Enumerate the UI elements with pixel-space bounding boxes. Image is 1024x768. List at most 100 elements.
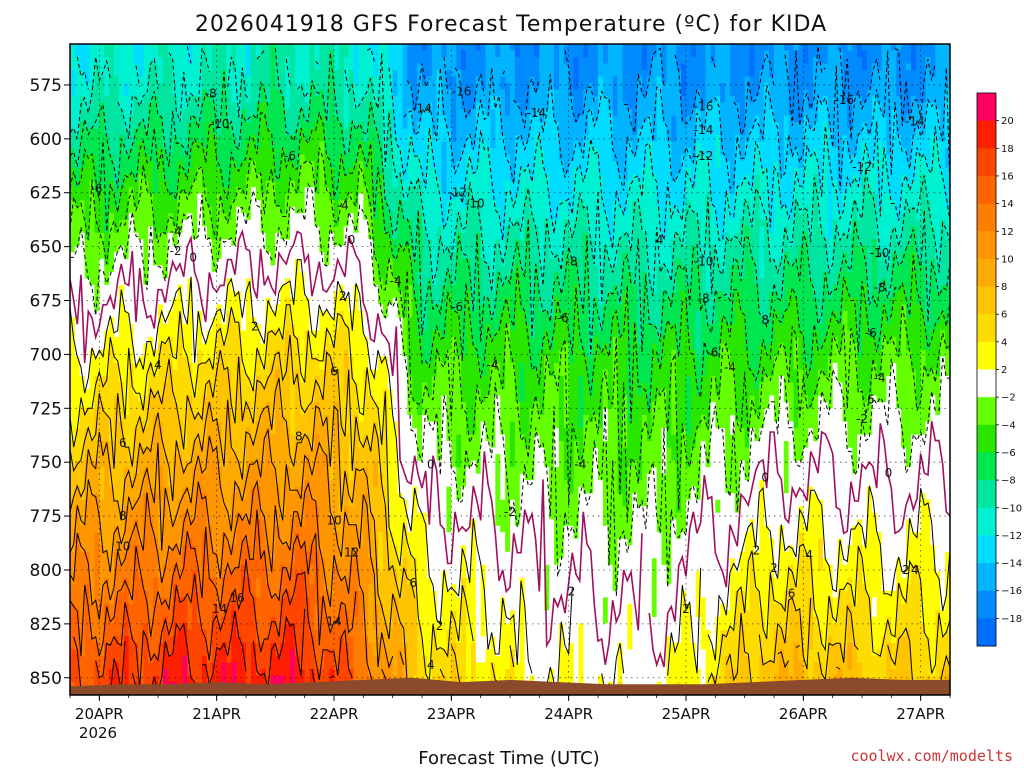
fill-cell bbox=[231, 44, 237, 71]
fill-cell bbox=[725, 323, 731, 351]
fill-cell bbox=[500, 44, 506, 78]
fill-cell bbox=[118, 590, 125, 644]
fill-cell bbox=[275, 525, 281, 598]
fill-cell bbox=[226, 122, 232, 188]
fill-cell bbox=[847, 545, 853, 579]
fill-cell bbox=[456, 161, 462, 188]
fill-cell bbox=[221, 616, 228, 644]
fill-cell bbox=[544, 219, 550, 312]
fill-cell bbox=[417, 336, 423, 416]
fill-cell bbox=[862, 434, 868, 546]
fill-cell bbox=[534, 44, 540, 58]
isotherm-line bbox=[70, 111, 950, 424]
fill-cell bbox=[114, 336, 120, 364]
fill-cell bbox=[876, 291, 883, 351]
fill-cell bbox=[197, 310, 203, 351]
fill-cell bbox=[231, 135, 237, 162]
contour-label: -6 bbox=[706, 345, 718, 359]
fill-cell bbox=[153, 395, 159, 416]
fill-cell bbox=[109, 343, 115, 442]
fill-cell bbox=[255, 421, 262, 462]
fill-cell bbox=[852, 603, 858, 644]
fill-cell bbox=[353, 161, 360, 208]
fill-cell bbox=[710, 206, 716, 247]
fill-cell bbox=[886, 590, 892, 618]
fill-cell bbox=[70, 603, 76, 651]
fill-cell bbox=[803, 115, 809, 162]
contour-label: -6 bbox=[90, 181, 102, 195]
fill-cell bbox=[539, 284, 545, 312]
temperature-contour-lines bbox=[70, 46, 950, 695]
fill-cell bbox=[793, 148, 800, 169]
fill-cell bbox=[436, 44, 443, 71]
fill-cell bbox=[632, 200, 638, 286]
fill-cell bbox=[294, 532, 301, 572]
fill-cell bbox=[226, 603, 232, 664]
fill-cell bbox=[338, 636, 345, 695]
contour-label: -4 bbox=[337, 199, 349, 213]
fill-cell bbox=[886, 323, 892, 345]
fill-cell bbox=[886, 642, 892, 695]
fill-cell bbox=[387, 662, 394, 690]
fill-cell bbox=[876, 70, 883, 104]
fill-cell bbox=[598, 44, 604, 78]
fill-cell bbox=[466, 577, 472, 695]
fill-cell bbox=[549, 219, 555, 260]
fill-cell bbox=[226, 219, 232, 240]
fill-cell bbox=[510, 200, 516, 227]
fill-cell bbox=[436, 226, 443, 305]
fill-cell bbox=[114, 232, 120, 253]
fill-cell bbox=[221, 467, 228, 507]
fill-cell bbox=[378, 96, 384, 143]
fill-cell bbox=[871, 597, 878, 618]
fill-cell bbox=[461, 545, 467, 579]
fill-cell bbox=[822, 376, 829, 403]
fill-cell bbox=[123, 219, 130, 260]
fill-cell bbox=[123, 636, 130, 695]
fill-cell bbox=[314, 376, 320, 403]
fill-cell bbox=[221, 44, 228, 71]
fill-cell bbox=[226, 187, 232, 221]
fill-cell bbox=[334, 564, 340, 618]
fill-cell bbox=[656, 532, 663, 683]
fill-cell bbox=[475, 161, 482, 201]
fill-cell bbox=[99, 545, 105, 598]
fill-cell bbox=[402, 200, 408, 221]
fill-cell bbox=[837, 187, 844, 214]
fill-cell bbox=[510, 610, 516, 651]
fill-cell bbox=[891, 252, 897, 299]
fill-cell bbox=[563, 44, 570, 65]
fill-cell bbox=[510, 44, 516, 52]
fill-cell bbox=[378, 174, 384, 279]
fill-cell bbox=[935, 265, 941, 292]
fill-cell bbox=[104, 376, 110, 416]
fill-cell bbox=[304, 297, 311, 332]
fill-cell bbox=[216, 649, 223, 695]
fill-cell bbox=[260, 389, 267, 410]
fill-cell bbox=[456, 642, 462, 677]
colorbar-label: 8 bbox=[1001, 282, 1007, 293]
fill-cell bbox=[260, 668, 267, 695]
fill-cell bbox=[661, 389, 668, 429]
fill-cell bbox=[666, 297, 672, 325]
fill-cell bbox=[143, 493, 149, 592]
contour-label: 4 bbox=[427, 658, 435, 672]
fill-cell bbox=[275, 89, 281, 182]
fill-cell bbox=[177, 161, 184, 195]
fill-cell bbox=[397, 564, 404, 598]
fill-cell bbox=[783, 493, 790, 553]
fill-cell bbox=[329, 629, 335, 651]
fill-cell bbox=[206, 96, 213, 123]
fill-cell bbox=[153, 44, 159, 65]
fill-cell bbox=[769, 44, 775, 78]
fill-cell bbox=[133, 206, 140, 234]
fill-cell bbox=[451, 44, 457, 78]
fill-cell bbox=[705, 102, 712, 156]
fill-cell bbox=[940, 610, 946, 638]
fill-cell bbox=[783, 310, 790, 358]
fill-cell bbox=[783, 402, 790, 442]
fill-cell bbox=[338, 421, 345, 514]
fill-cell bbox=[749, 369, 756, 397]
fill-cell bbox=[886, 376, 892, 592]
fill-cell bbox=[84, 389, 91, 410]
